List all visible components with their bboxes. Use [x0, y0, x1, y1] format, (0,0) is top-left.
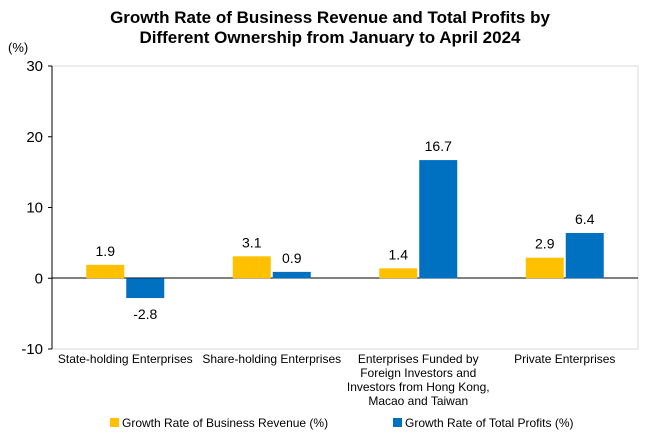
legend-swatch [393, 418, 402, 427]
revenue-bar [232, 256, 271, 279]
category-label: Enterprises Funded by Foreign Investors a… [347, 352, 490, 408]
y-tick-label: -10 [21, 341, 43, 358]
profits-bar [126, 278, 165, 299]
data-label: 0.9 [282, 250, 302, 266]
category-label: Share-holding Enterprises [202, 352, 341, 366]
y-tick-label: 20 [26, 129, 43, 146]
y-tick-label: 10 [26, 200, 43, 217]
legend-swatch [110, 418, 119, 427]
y-tick-label: 0 [35, 270, 43, 287]
data-label: 1.9 [96, 243, 116, 259]
revenue-bar [525, 257, 564, 279]
data-labels: 1.9 3.1 1.4 2.9 -2.8 0.9 16.7 6.4 [96, 138, 595, 322]
legend-label: Growth Rate of Business Revenue (%) [122, 416, 328, 430]
category-label: Private Enterprises [514, 352, 615, 366]
category-labels: State-holding Enterprises Share-holding E… [58, 352, 616, 408]
revenue-bar [86, 264, 125, 279]
data-label: 16.7 [425, 138, 452, 154]
category-label: State-holding Enterprises [58, 352, 193, 366]
bars [86, 160, 604, 299]
profits-bar [565, 232, 604, 279]
legend-label: Growth Rate of Total Profits (%) [405, 416, 574, 430]
chart-title-line: Growth Rate of Business Revenue and Tota… [110, 8, 550, 27]
data-label: 3.1 [242, 234, 262, 250]
y-axis-ticks: -10 0 10 20 30 [21, 58, 52, 358]
data-label: 2.9 [535, 236, 555, 252]
y-axis-unit-label: (%) [8, 40, 28, 55]
revenue-bar [379, 268, 418, 279]
data-label: 1.4 [389, 246, 409, 262]
chart-title-line: Different Ownership from January to Apri… [139, 28, 521, 47]
profits-bar [419, 160, 458, 279]
legend: Growth Rate of Business Revenue (%) Growt… [110, 416, 574, 430]
chart-title: Growth Rate of Business Revenue and Tota… [110, 8, 550, 47]
profits-bar [272, 271, 311, 279]
data-label: 6.4 [575, 211, 595, 227]
data-label: -2.8 [133, 306, 157, 322]
y-tick-label: 30 [26, 58, 43, 75]
